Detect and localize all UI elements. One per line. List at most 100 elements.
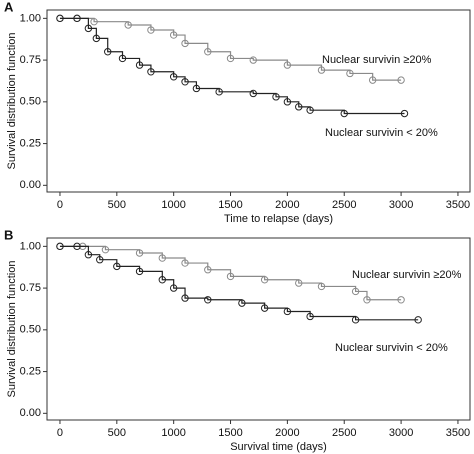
censor-mark: [56, 14, 64, 23]
censor-mark: [56, 242, 64, 251]
x-tick-label: 1000: [161, 199, 185, 211]
x-tick-label: 1000: [161, 427, 185, 439]
censor-mark: [283, 98, 292, 106]
censor-mark: [73, 242, 81, 251]
censor-mark: [414, 316, 422, 324]
censor-mark: [283, 307, 292, 316]
x-tick-label: 500: [108, 199, 126, 211]
censor-mark: [147, 26, 155, 34]
censor-mark: [317, 66, 326, 74]
censor-mark: [351, 287, 360, 296]
panel: B Survival distribution function Survival …: [4, 227, 471, 453]
censor-mark: [226, 272, 235, 281]
panel-letter: A: [4, 0, 14, 14]
x-tick-label: 1500: [218, 199, 242, 211]
y-tick-label: 0.50: [20, 96, 41, 108]
censor-mark: [169, 73, 178, 81]
y-tick-label: 0.25: [20, 365, 41, 377]
x-tick-label: 1500: [218, 427, 242, 439]
censor-mark: [249, 89, 257, 98]
censor-mark: [101, 245, 110, 254]
survival-curve: [59, 17, 402, 81]
plot-frame: [46, 237, 471, 421]
censor-mark: [92, 34, 101, 43]
x-tick-label: 2000: [275, 199, 299, 211]
censor-mark: [84, 24, 93, 33]
censor-mark: [346, 69, 354, 78]
censor-mark: [204, 48, 212, 56]
censor-mark: [169, 31, 178, 39]
censor-mark: [306, 106, 314, 114]
x-axis-label: Survival time (days): [230, 441, 327, 453]
plot-frame: [46, 9, 471, 193]
x-tick-label: 3000: [389, 427, 413, 439]
censor-mark: [363, 296, 371, 304]
censor-mark: [260, 276, 269, 284]
censor-mark: [135, 249, 144, 257]
x-tick-label: 0: [57, 199, 63, 211]
censor-mark: [73, 14, 81, 23]
censor-mark: [84, 250, 93, 259]
censor-mark: [368, 76, 377, 84]
x-tick-label: 3500: [446, 199, 470, 211]
censor-mark: [238, 299, 246, 307]
x-tick-label: 3500: [446, 427, 470, 439]
censor-mark: [181, 78, 189, 86]
censor-mark: [397, 296, 405, 304]
x-tick-label: 2500: [332, 199, 356, 211]
censor-mark: [192, 84, 201, 93]
censor-mark: [147, 68, 155, 76]
y-tick-label: 0.75: [20, 282, 41, 294]
censor-mark: [283, 61, 292, 69]
series-label: Nuclear survivin < 20%: [325, 127, 438, 139]
censor-mark: [204, 296, 212, 304]
censor-mark: [306, 312, 314, 321]
censor-mark: [158, 276, 167, 284]
y-tick-label: 0.50: [20, 324, 41, 336]
x-tick-label: 2500: [332, 427, 356, 439]
censor-mark: [104, 48, 112, 56]
censor-mark: [272, 93, 280, 101]
y-tick-label: 1.00: [20, 240, 41, 252]
censor-mark: [181, 294, 189, 302]
censor-mark: [260, 304, 269, 312]
censor-mark: [351, 316, 360, 324]
y-tick-label: 0.25: [20, 137, 41, 149]
censor-mark: [204, 266, 212, 274]
censor-mark: [135, 61, 144, 69]
x-tick-label: 0: [57, 427, 63, 439]
survival-curve: [59, 245, 419, 321]
censor-mark: [295, 279, 303, 287]
series-label: Nuclear survivin ≥20%: [322, 54, 432, 66]
censor-mark: [340, 109, 348, 118]
censor-mark: [118, 54, 127, 63]
censor-mark: [90, 17, 98, 26]
series-label: Nuclear survivin ≥20%: [352, 269, 462, 281]
censor-mark: [249, 56, 257, 64]
x-tick-label: 500: [108, 427, 126, 439]
series-label: Nuclear survivin < 20%: [335, 342, 448, 354]
y-tick-label: 0.75: [20, 54, 41, 66]
y-tick-label: 0.00: [20, 407, 41, 419]
panel-letter: B: [4, 227, 13, 242]
y-axis-label: Survival distribution function: [6, 33, 18, 170]
censor-mark: [181, 259, 189, 267]
censor-mark: [124, 21, 132, 29]
censor-mark: [400, 109, 409, 118]
x-tick-label: 2000: [275, 427, 299, 439]
x-tick-label: 3000: [389, 199, 413, 211]
y-axis-label: Survival distribution function: [6, 261, 18, 398]
censor-mark: [113, 262, 121, 271]
censor-mark: [226, 54, 235, 63]
censor-mark: [181, 39, 189, 48]
censor-mark: [135, 267, 144, 276]
y-tick-label: 1.00: [20, 12, 41, 24]
censor-mark: [317, 282, 326, 291]
censor-mark: [397, 76, 405, 84]
censor-mark: [169, 284, 178, 292]
censor-mark: [295, 103, 303, 111]
survival-curve: [59, 17, 405, 115]
censor-mark: [158, 254, 167, 262]
x-axis-label: Time to relapse (days): [224, 213, 333, 225]
